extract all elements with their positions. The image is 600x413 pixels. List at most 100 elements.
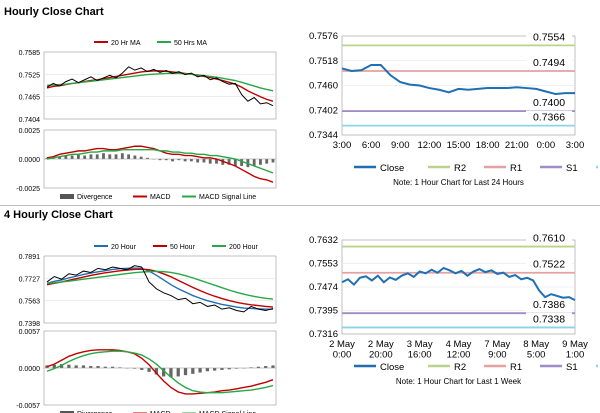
x-tick-label: 9:00 [488, 350, 507, 361]
level-label-bg [526, 96, 572, 110]
y-tick-label: 0.0000 [19, 157, 41, 164]
x-tick-label: 16:00 [408, 350, 432, 361]
legend-label: R1 [510, 362, 522, 373]
divergence-bar [127, 154, 131, 159]
y-tick-label: 0.7585 [19, 50, 41, 57]
divergence-bar [52, 364, 56, 368]
y-tick-label: 0.7525 [19, 72, 41, 79]
y-tick-label: 0.0000 [19, 366, 41, 373]
divergence-bar [233, 159, 237, 166]
y-tick-label: 0.7563 [19, 299, 41, 306]
y-tick-label: 0.7891 [19, 254, 41, 261]
legend-label: Divergence [77, 411, 113, 413]
divergence-bar [215, 159, 218, 164]
divergence-bar [162, 368, 166, 377]
y-tick-label: -0.0025 [16, 186, 40, 193]
y-tick-label: 0.7553 [309, 259, 338, 270]
divergence-bar [83, 155, 87, 159]
divergence-bar [196, 159, 200, 163]
divergence-bar [183, 368, 188, 376]
legend-label: R1 [510, 163, 522, 174]
divergence-bar [154, 368, 158, 375]
x-tick-label: 15:00 [447, 140, 471, 151]
level-label-bg [526, 312, 572, 326]
divergence-bar [249, 367, 253, 368]
divergence-bar [64, 155, 68, 159]
x-tick-label: 20:00 [369, 350, 393, 361]
divergence-bar [191, 368, 195, 374]
level-label: 0.7554 [533, 31, 565, 43]
divergence-bar [108, 154, 112, 159]
legend-label: 50 Hour [170, 244, 196, 251]
four-hourly-price-chart: 0.78910.77270.75630.73986-Apr12-Apr18-Ap… [19, 244, 277, 326]
divergence-bar [89, 154, 93, 159]
level-label-bg [526, 110, 572, 124]
divergence-bar [259, 159, 262, 165]
divergence-bar [95, 154, 99, 159]
divergence-bar [240, 159, 244, 166]
series-line-200-hour [46, 270, 274, 300]
legend-label: MACD [150, 194, 171, 201]
divergence-bar [146, 157, 149, 159]
y-tick-label: 0.7395 [309, 306, 338, 317]
x-tick-label: 18:00 [476, 140, 500, 151]
divergence-bar [205, 368, 210, 372]
x-tick-label: 12:00 [447, 350, 471, 361]
x-tick-label: 8 May [523, 339, 549, 350]
divergence-bar [171, 159, 174, 162]
x-tick-label: 21:00 [505, 140, 529, 151]
plot-frame [43, 51, 277, 120]
divergence-bar [271, 159, 275, 163]
y-tick-label: 0.7402 [309, 105, 338, 116]
x-tick-label: 1:00 [566, 350, 585, 361]
divergence-bar [158, 159, 162, 161]
divergence-bar [227, 368, 231, 370]
level-label-bg [526, 298, 572, 312]
hourly-macd-chart: 0.0025 0.0000 -0.0025 Divergence MACD MACD Si… [16, 128, 277, 201]
plot-frame [43, 255, 277, 324]
divergence-bar [208, 159, 212, 164]
close-line [341, 64, 575, 96]
series-line-50-hour [46, 268, 274, 308]
x-tick-label: 9:00 [391, 140, 410, 151]
divergence-bar [81, 365, 86, 368]
divergence-bar [140, 368, 144, 370]
section-divider [0, 205, 600, 206]
legend-label: MACD Signal Line [199, 411, 256, 413]
divergence-bar [264, 366, 268, 368]
y-tick-label: 0.7316 [309, 329, 338, 340]
legend-label: 20 Hr MA [111, 40, 141, 47]
divergence-bar [67, 364, 71, 368]
series-line-50-hrs-ma [46, 72, 274, 92]
divergence-bar [133, 155, 137, 159]
divergence-bar [96, 366, 100, 368]
x-tick-label: 3 May [407, 339, 433, 350]
divergence-bar [183, 159, 187, 162]
y-tick-label: 0.7344 [309, 130, 338, 141]
legend-label: R2 [454, 163, 466, 174]
level-label-bg [526, 257, 572, 271]
four-hourly-section-title: 4 Hourly Close Chart [4, 209, 113, 221]
x-tick-label: 0:00 [537, 140, 556, 151]
legend-label: 200 Hour [229, 244, 258, 251]
divergence-bar [89, 366, 93, 368]
divergence-bar [271, 365, 275, 368]
divergence-bar [164, 159, 168, 161]
divergence-bar [110, 366, 115, 368]
x-tick-label: 12:00 [417, 140, 441, 151]
divergence-bar [176, 368, 180, 377]
level-label: 0.7386 [533, 299, 565, 311]
series-line-macd [46, 145, 274, 183]
level-label-bg [526, 55, 572, 69]
y-tick-label: 0.0057 [19, 329, 41, 336]
divergence-bar [227, 159, 231, 165]
level-label: 0.7610 [533, 233, 565, 245]
series-line-close [46, 265, 274, 313]
y-tick-label: 0.7518 [309, 56, 338, 67]
four-hourly-macd-chart: 0.0057 0.0000 -0.0057 Divergence MACD MACD Si… [16, 329, 277, 413]
y-tick-label: 0.7460 [309, 81, 338, 92]
y-tick-label: 0.0025 [19, 128, 41, 135]
legend-swatch [60, 194, 74, 199]
divergence-bar [120, 153, 124, 159]
